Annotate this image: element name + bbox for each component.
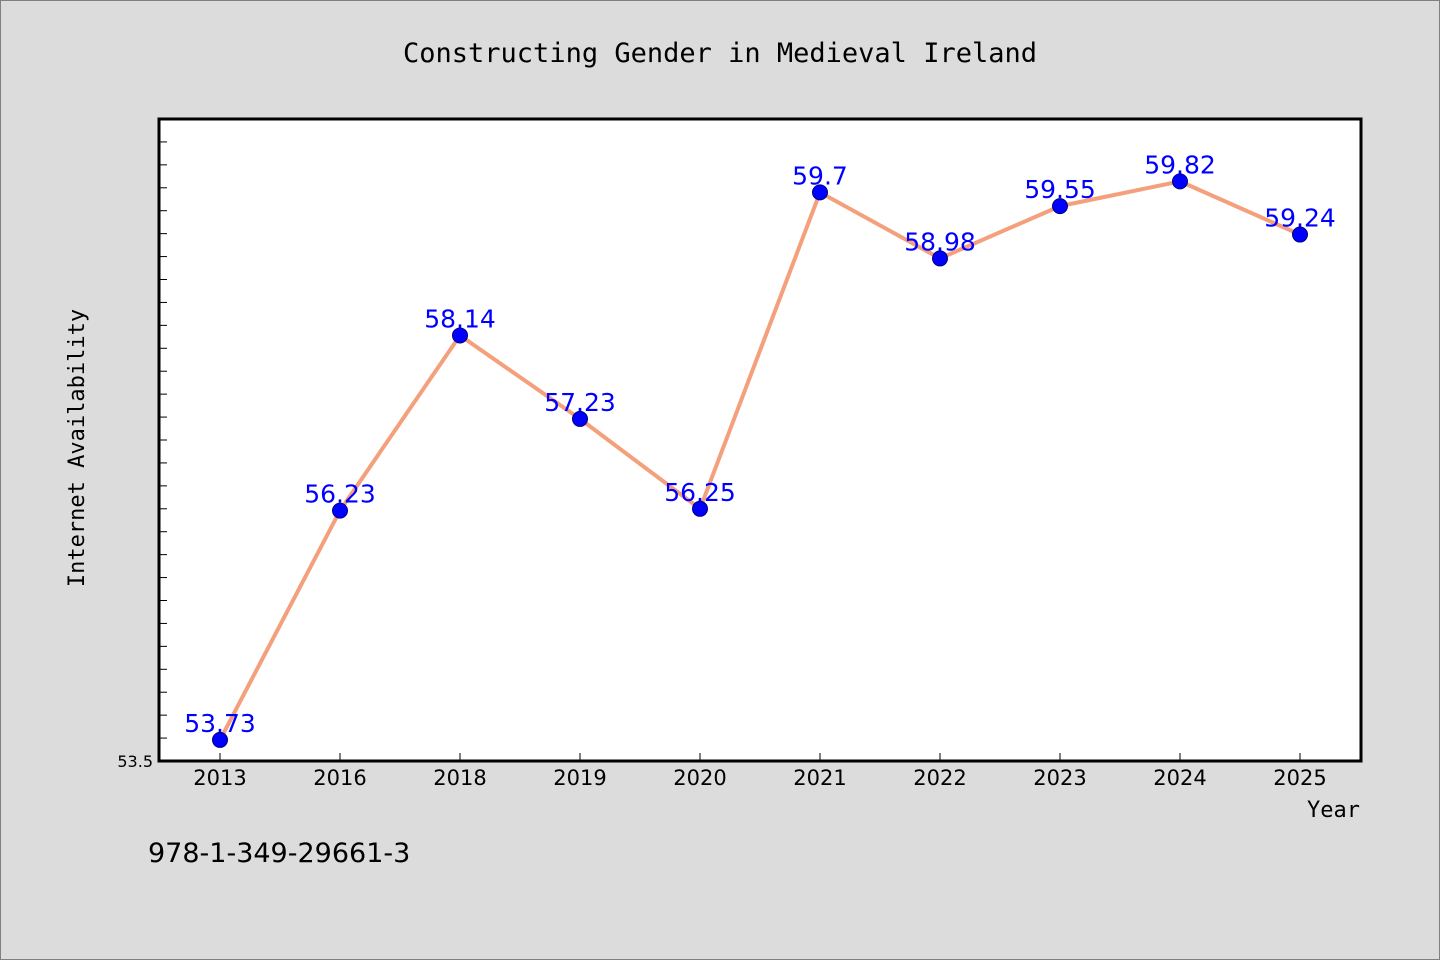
x-tick-label: 2016: [313, 766, 366, 790]
x-axis-ticks: 2013 2016 2018 2019 2020 2021 2022 2023 2024 2025: [193, 753, 1327, 790]
data-point-marker: [932, 250, 948, 267]
series-group: [212, 173, 1308, 748]
x-tick-label: 2019: [553, 766, 606, 790]
data-point-marker: [1052, 198, 1068, 215]
series-line: [218, 179, 1302, 742]
data-label: 59.82: [1144, 150, 1216, 179]
plot-area: [157, 117, 1363, 763]
data-point-marker: [692, 500, 708, 517]
data-label: 57.23: [544, 388, 616, 417]
data-point-marker: [212, 731, 228, 748]
x-tick-label: 2025: [1273, 766, 1326, 790]
data-label: 56.25: [664, 478, 736, 507]
chart-title: Constructing Gender in Medieval Ireland: [403, 38, 1037, 69]
data-point-marker: [452, 327, 468, 344]
x-tick-label: 2024: [1153, 766, 1206, 790]
x-tick-label: 2020: [673, 766, 726, 790]
data-labels: 53.73 56.23 58.14 57.23 56.25 59.7 58.98 59.55 5…: [184, 150, 1336, 738]
y-axis-ticks: 53.5: [117, 118, 167, 771]
data-label: 56.23: [304, 480, 376, 509]
y-axis-label: Internet Availability: [65, 309, 90, 587]
data-label: 59.24: [1264, 204, 1336, 233]
data-label: 53.73: [184, 709, 256, 738]
x-tick-label: 2018: [433, 766, 486, 790]
data-label: 59.55: [1024, 175, 1096, 204]
y-tick-label: 53.5: [117, 752, 153, 771]
x-tick-label: 2023: [1033, 766, 1086, 790]
x-tick-label: 2013: [193, 766, 246, 790]
x-tick-label: 2022: [913, 766, 966, 790]
data-label: 58.98: [904, 227, 976, 256]
x-tick-label: 2021: [793, 766, 846, 790]
data-label: 59.7: [792, 161, 848, 190]
x-axis-label: Year: [1307, 798, 1360, 823]
data-label: 58.14: [424, 304, 496, 333]
isbn-annotation: 978-1-349-29661-3: [148, 838, 410, 869]
data-point-marker: [812, 184, 828, 201]
data-point-marker: [1172, 173, 1188, 190]
data-point-marker: [572, 410, 588, 427]
data-point-marker: [1292, 226, 1308, 243]
data-point-marker: [332, 502, 348, 519]
